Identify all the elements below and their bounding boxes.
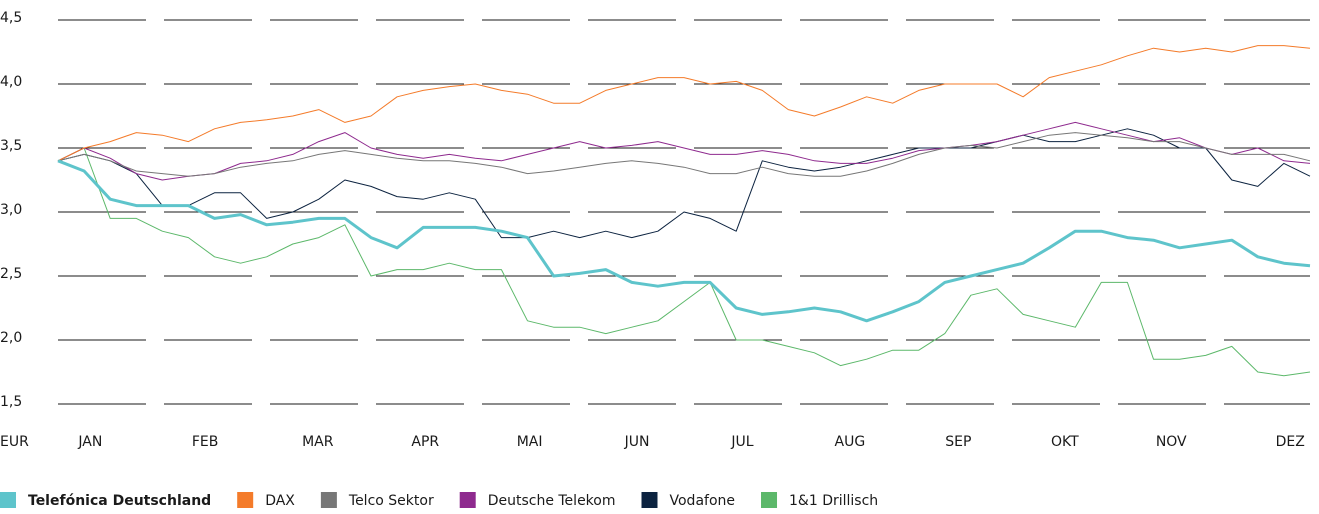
legend-swatch [0, 492, 16, 508]
y-tick-label: 2,0 [0, 330, 22, 346]
legend-label: 1&1 Drillisch [789, 493, 878, 509]
y-tick-label: 2,5 [0, 266, 22, 282]
x-tick-label: JUL [730, 434, 753, 450]
legend-label: Vodafone [670, 493, 736, 509]
legend-swatch [459, 492, 476, 508]
x-tick-label: MAR [302, 434, 334, 450]
series-line [57, 132, 1311, 177]
x-tick-label: AUG [835, 434, 866, 450]
y-unit-label: EUR [0, 434, 29, 450]
legend-label: Deutsche Telekom [488, 493, 616, 509]
x-tick-label: FEB [192, 434, 219, 450]
y-tick-label: 3,5 [0, 138, 22, 154]
y-tick-label: 3,0 [0, 202, 22, 218]
x-tick-label: SEP [945, 434, 971, 450]
legend-swatch [320, 492, 337, 508]
y-tick-label: 1,5 [0, 394, 22, 410]
legend-label: Telco Sektor [348, 493, 434, 509]
x-tick-label: DEZ [1276, 434, 1305, 450]
x-tick-label: OKT [1051, 434, 1079, 450]
series-line [57, 159, 1311, 323]
legend-swatch [641, 492, 658, 508]
x-tick-label: APR [411, 434, 439, 450]
x-tick-label: JAN [77, 434, 102, 450]
series-line [57, 147, 1311, 377]
x-tick-label: NOV [1156, 434, 1187, 450]
x-tick-label: MAI [517, 434, 543, 450]
x-tick-label: JUN [624, 434, 650, 450]
legend-label: Telefónica Deutschland [28, 493, 211, 509]
y-tick-label: 4,0 [0, 74, 22, 90]
legend-swatch [237, 492, 254, 508]
legend-swatch [761, 492, 778, 508]
series-line [57, 121, 1311, 181]
series-line [57, 128, 1311, 239]
y-tick-label: 4,5 [0, 10, 22, 26]
legend-label: DAX [265, 493, 295, 509]
series-line [57, 45, 1311, 162]
